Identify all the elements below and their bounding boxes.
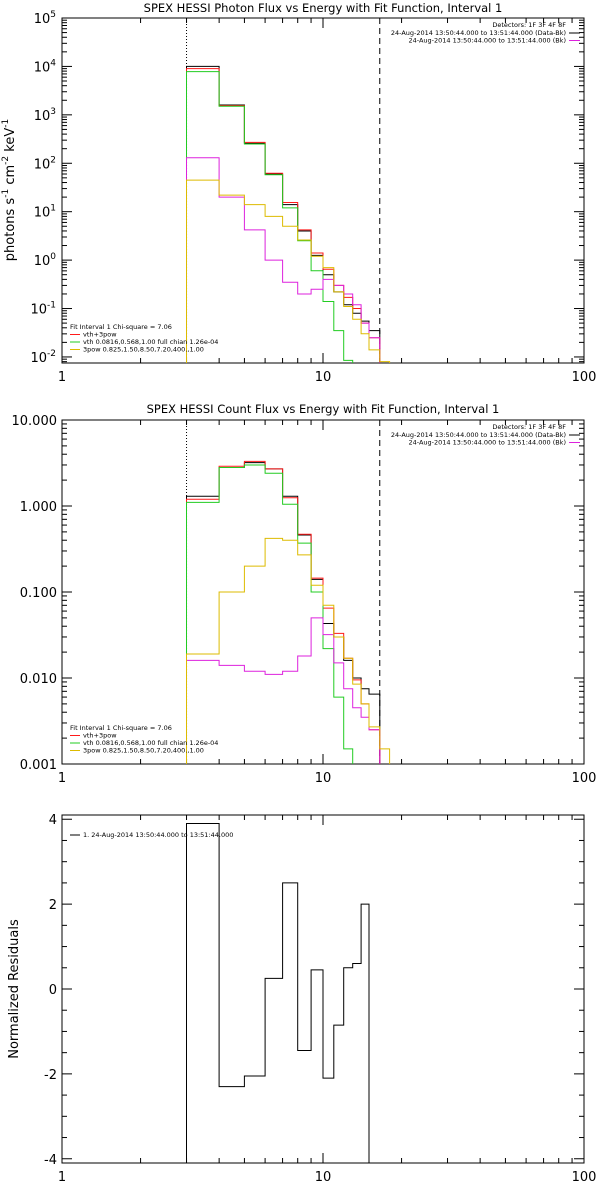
y-tick-label: -2 xyxy=(44,1068,57,1083)
y-tick-label: 10-2 xyxy=(30,349,56,366)
legend-fit-text: vth 0.0816,0.568,1.00 full chian 1.26e-0… xyxy=(83,338,218,346)
plot-frame xyxy=(61,17,585,364)
series-1-line xyxy=(186,460,381,764)
y-tick-label: 0.001 xyxy=(20,758,57,773)
legend-fit-text: vth+3pow xyxy=(83,331,117,339)
y-tick-label: 102 xyxy=(34,155,56,172)
x-tick-label: 10 xyxy=(315,370,332,385)
x-tick-label: 100 xyxy=(572,771,597,786)
y-tick-label: 100 xyxy=(34,252,57,269)
series-2-line xyxy=(186,71,354,363)
chart-panel-2: SPEX HESSI Count Flux vs Energy with Fit… xyxy=(12,402,597,786)
series-0-line xyxy=(186,65,381,363)
legend-interval-text: 24-Aug-2014 13:50:44.000 to 13:51:44.000… xyxy=(391,431,566,439)
legend-fit-text: 1. 24-Aug-2014 13:50:44.000 to 13:51:44.… xyxy=(83,831,233,839)
legend-fit-text: 3pow 0.825,1.50,8.50,7.20,400.,1.00 xyxy=(83,346,204,354)
x-tick-label: 10 xyxy=(315,771,332,786)
x-tick-label: 100 xyxy=(572,1170,597,1185)
legend-fit-text: vth 0.0816,0.568,1.00 full chian 1.26e-0… xyxy=(83,739,218,747)
series-0-line xyxy=(186,823,370,1163)
legend-fit-header: Fit Interval 1 Chi-square = 7.06 xyxy=(70,323,172,331)
y-tick-label: 10-1 xyxy=(30,301,56,318)
legend-interval-text: 24-Aug-2014 13:50:44.000 to 13:51:44.000… xyxy=(409,439,566,447)
y-axis-label: photons s-1 cm-2 keV-1 xyxy=(1,119,18,261)
y-axis-label: Normalized Residuals xyxy=(7,919,22,1059)
series-3-line xyxy=(186,617,381,764)
chart-title: SPEX HESSI Count Flux vs Energy with Fit… xyxy=(147,402,500,416)
y-tick-label: 2 xyxy=(49,898,57,913)
chart-panel-1: SPEX HESSI Photon Flux vs Energy with Fi… xyxy=(1,1,596,385)
series-1-line xyxy=(186,68,381,363)
y-tick-label: 105 xyxy=(34,10,56,27)
legend-detectors: Detectors: 1F 3F 4F 8F xyxy=(492,21,566,29)
y-tick-label: 0.100 xyxy=(20,586,57,601)
y-tick-label: 101 xyxy=(34,204,56,221)
y-tick-label: 1.000 xyxy=(20,500,57,515)
x-tick-label: 1 xyxy=(58,771,66,786)
y-tick-label: 4 xyxy=(49,813,57,828)
chart-title: SPEX HESSI Photon Flux vs Energy with Fi… xyxy=(144,1,503,15)
y-tick-label: 103 xyxy=(34,107,56,124)
y-tick-label: 0 xyxy=(49,983,57,998)
legend-fit-header: Fit Interval 1 Chi-square = 7.06 xyxy=(70,724,172,732)
series-4-line xyxy=(186,179,391,363)
x-tick-label: 10 xyxy=(315,1170,332,1185)
y-tick-label: 104 xyxy=(34,58,57,75)
series-4-line xyxy=(186,537,391,764)
legend-interval-text: 24-Aug-2014 13:50:44.000 to 13:51:44.000… xyxy=(391,29,566,37)
series-3-line xyxy=(186,157,381,363)
y-tick-label: -4 xyxy=(44,1153,57,1168)
y-tick-label: 0.010 xyxy=(20,672,57,687)
series-2-line xyxy=(186,464,354,764)
y-tick-label: 10.000 xyxy=(12,414,58,429)
legend-interval-text: 24-Aug-2014 13:50:44.000 to 13:51:44.000… xyxy=(409,37,566,45)
x-tick-label: 1 xyxy=(58,370,66,385)
legend-fit-text: vth+3pow xyxy=(83,732,117,740)
chart-panel-3: 1 10 100 -4 -2 0 2 4 Normalized Residuals 1. 24-A… xyxy=(7,813,596,1185)
series-0-line xyxy=(186,462,381,764)
x-tick-label: 1 xyxy=(58,1170,66,1185)
legend-detectors: Detectors: 1F 3F 4F 8F xyxy=(492,423,566,431)
legend-fit-text: 3pow 0.825,1.50,8.50,7.20,400.,1.00 xyxy=(83,747,204,755)
x-tick-label: 100 xyxy=(572,370,597,385)
